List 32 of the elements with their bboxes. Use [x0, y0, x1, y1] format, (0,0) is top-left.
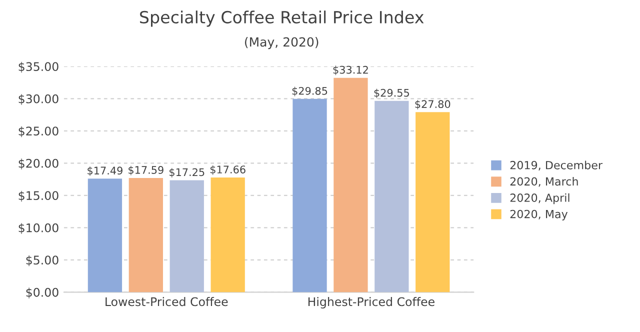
data-label: $17.49 [88, 166, 122, 176]
y-tick-label: $20.00 [18, 158, 58, 170]
bar [210, 178, 245, 292]
y-tick-label: $30.00 [18, 94, 58, 105]
bar [416, 112, 450, 292]
chart-title: Specialty Coffee Retail Price Index [140, 10, 424, 27]
y-tick-label: $0.00 [26, 288, 58, 298]
legend-label: 2020, March [510, 177, 578, 187]
y-tick-label: $10.00 [18, 223, 58, 234]
legend-label: 2020, May [510, 210, 568, 220]
data-label: $29.55 [374, 88, 409, 98]
x-tick-label: Highest-Priced Coffee [308, 297, 434, 308]
chart-subtitle: (May, 2020) [244, 36, 318, 50]
y-tick-label: $25.00 [18, 126, 58, 138]
y-tick-label: $5.00 [26, 255, 58, 266]
legend-label: 2020, April [510, 193, 570, 204]
data-label: $17.66 [210, 165, 246, 175]
bar [292, 98, 327, 292]
data-label: $27.80 [415, 100, 450, 110]
data-label: $33.12 [333, 66, 368, 76]
bar [128, 178, 163, 292]
x-tick-label: Lowest-Priced Coffee [106, 297, 228, 306]
bar [170, 180, 204, 292]
bar [88, 178, 122, 292]
bar [374, 100, 409, 292]
bar [334, 78, 368, 292]
y-tick-label: $15.00 [18, 190, 58, 202]
legend-label: 2019, December [510, 160, 603, 170]
y-tick-label: $35.00 [18, 62, 58, 73]
data-label: $17.25 [170, 168, 204, 178]
data-label: $17.59 [128, 166, 164, 176]
data-label: $29.85 [292, 86, 328, 96]
